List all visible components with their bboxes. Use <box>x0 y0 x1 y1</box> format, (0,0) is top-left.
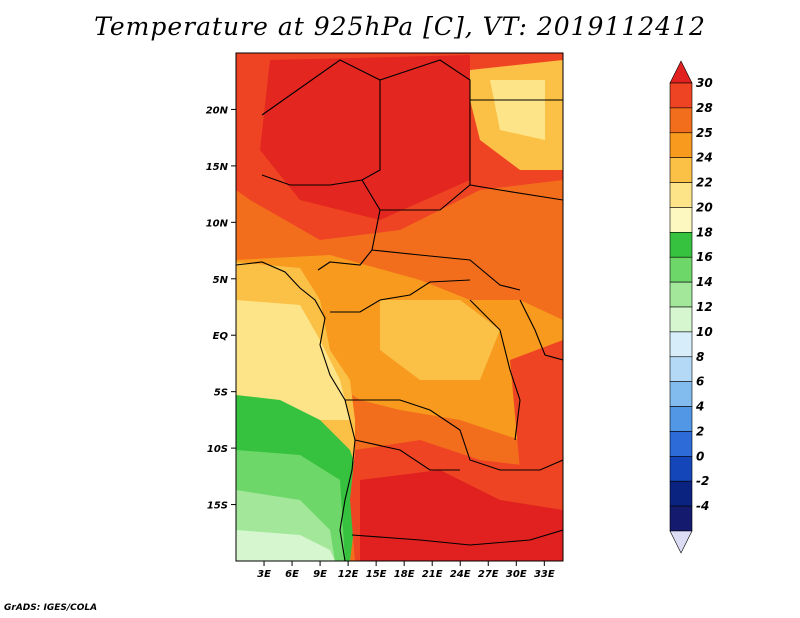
colorbar-swatch <box>669 431 693 457</box>
lat-tick-label: 5N <box>213 275 229 286</box>
lat-tick-label: 10S <box>207 444 228 455</box>
colorbar-swatch <box>669 381 693 407</box>
colorbar-label: 24 <box>696 151 713 165</box>
colorbar-label: 22 <box>696 176 713 190</box>
map-title: Temperature at 925hPa [C], VT: 201911241… <box>94 12 706 41</box>
lat-tick-label: EQ <box>213 331 229 342</box>
colorbar-swatch <box>669 182 693 208</box>
colorbar-label: 8 <box>696 350 704 364</box>
colorbar-label: 18 <box>696 225 713 239</box>
temperature-field <box>236 53 563 561</box>
lon-tick-label: 3E <box>257 569 271 580</box>
colorbar-swatch <box>669 480 693 507</box>
lat-tick-label: 20N <box>206 105 229 116</box>
colorbar-label: 2 <box>696 424 704 438</box>
colorbar-bottom-arrow <box>669 530 693 554</box>
colorbar-swatch <box>669 107 693 134</box>
lat-tick-label: 15N <box>206 162 229 173</box>
colorbar-swatch <box>669 456 693 482</box>
lat-tick-label: 10N <box>206 218 229 229</box>
colorbar-swatch <box>669 207 693 233</box>
country-borders <box>236 59 563 561</box>
colorbar-label: 4 <box>695 400 704 414</box>
colorbar-label: 20 <box>696 200 713 214</box>
colorbar-label: 25 <box>696 126 713 140</box>
lat-tick-label: 5S <box>214 388 228 399</box>
lon-tick-label: 6E <box>285 569 299 580</box>
colorbar-swatch <box>669 132 693 158</box>
colorbar-label: 12 <box>696 300 713 314</box>
colorbar-swatch <box>669 256 693 283</box>
grads-credit: GrADS: IGES/COLA <box>4 603 98 613</box>
colorbar-swatch <box>669 505 693 532</box>
lon-tick-label: 18E <box>394 569 415 580</box>
colorbar-label: -2 <box>696 474 709 488</box>
lon-tick-label: 21E <box>422 569 443 580</box>
colorbar-top-arrow <box>669 60 693 84</box>
colorbar-swatch <box>669 356 693 382</box>
lon-tick-label: 27E <box>478 569 499 580</box>
lon-tick-label: 33E <box>534 569 555 580</box>
longitude-axis: 3E 6E 9E 12E 15E 18E 21E 24E 27E 30E 33E <box>257 561 555 580</box>
colorbar-swatch <box>669 306 693 333</box>
plot-frame <box>235 52 564 562</box>
colorbar-swatch <box>669 331 693 358</box>
lon-tick-label: 12E <box>338 569 359 580</box>
colorbar-swatch <box>669 82 693 109</box>
colorbar-label: 14 <box>696 275 713 289</box>
lon-tick-label: 24E <box>450 569 471 580</box>
colorbar-label: 30 <box>696 76 713 90</box>
colorbar-swatch <box>669 281 693 308</box>
colorbar-label: 10 <box>696 325 713 339</box>
colorbar-label: 16 <box>696 250 713 264</box>
lon-tick-label: 9E <box>313 569 327 580</box>
latitude-axis: 20N 15N 10N 5N EQ 5S 10S 15S <box>206 105 236 512</box>
lon-tick-label: 30E <box>506 569 527 580</box>
colorbar-label: -4 <box>696 499 709 513</box>
colorbar-swatch <box>669 406 693 432</box>
lon-tick-label: 15E <box>366 569 387 580</box>
colorbar-swatch <box>669 232 693 258</box>
colorbar-label: 28 <box>696 101 713 115</box>
colorbar-label: 0 <box>696 449 704 463</box>
colorbar-swatch <box>669 157 693 183</box>
colorbar-label: 6 <box>696 375 704 389</box>
lat-tick-label: 15S <box>207 501 228 512</box>
